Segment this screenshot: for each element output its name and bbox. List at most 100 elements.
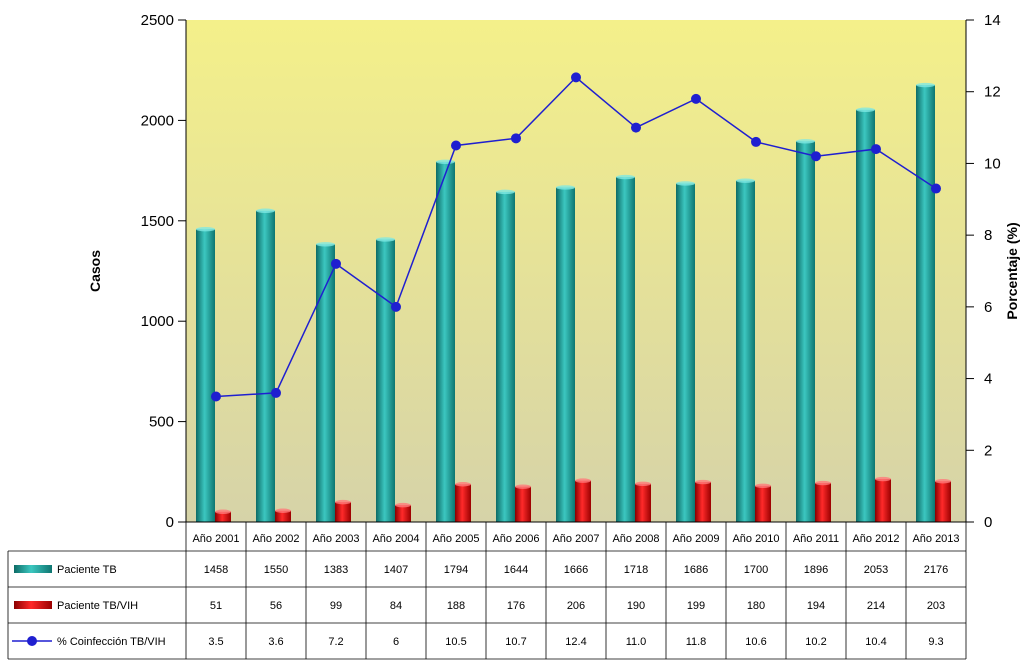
point-coinfeccion-4 (391, 301, 401, 312)
data-label-paciente-tb-vih-2: 56 (270, 600, 282, 612)
legend-swatch-paciente-tb (14, 565, 52, 573)
data-label-paciente-tb-vih-7: 206 (567, 600, 585, 612)
x-category-label-2: Año 2002 (252, 533, 299, 545)
x-category-label-4: Año 2004 (372, 533, 419, 545)
y-tick-label-right-6: 6 (984, 299, 992, 316)
bar-paciente-tb-11 (796, 141, 815, 522)
x-category-label-10: Año 2010 (732, 533, 779, 545)
data-label-paciente-tb-vih-11: 194 (807, 600, 825, 612)
data-label-coinfeccion-4: 6 (393, 636, 399, 648)
point-coinfeccion-3 (331, 258, 341, 269)
bar-paciente-tb-7 (556, 187, 575, 522)
bar-top-paciente-tb-2 (256, 208, 275, 213)
data-label-coinfeccion-11: 10.2 (805, 636, 826, 648)
data-label-coinfeccion-1: 3.5 (208, 636, 223, 648)
data-label-coinfeccion-10: 10.6 (745, 636, 766, 648)
bar-top-paciente-tb-1 (196, 227, 215, 232)
line-layer (211, 72, 941, 402)
x-category-label-6: Año 2006 (492, 533, 539, 545)
x-category-label-1: Año 2001 (192, 533, 239, 545)
data-label-paciente-tb-3: 1383 (324, 564, 348, 576)
data-label-paciente-tb-9: 1686 (684, 564, 708, 576)
data-label-paciente-tb-vih-10: 180 (747, 600, 765, 612)
point-coinfeccion-6 (511, 133, 521, 144)
bar-paciente-tb-9 (676, 183, 695, 522)
data-label-paciente-tb-12: 2053 (864, 564, 888, 576)
y-tick-label-right-12: 12 (984, 84, 1001, 101)
point-coinfeccion-13 (931, 183, 941, 194)
bar-paciente-tb-vih-7 (575, 480, 591, 522)
bar-paciente-tb-2 (256, 210, 275, 522)
bar-paciente-tb-vih-8 (635, 483, 651, 522)
data-label-paciente-tb-vih-13: 203 (927, 600, 945, 612)
data-label-coinfeccion-13: 9.3 (928, 636, 943, 648)
bars-layer (196, 82, 951, 523)
bar-top-paciente-tb-10 (736, 178, 755, 183)
bar-paciente-tb-5 (436, 161, 455, 522)
bar-top-paciente-tb-vih-10 (755, 483, 771, 489)
x-category-label-13: Año 2013 (912, 533, 959, 545)
bar-paciente-tb-vih-2 (275, 510, 291, 522)
data-label-paciente-tb-vih-1: 51 (210, 600, 222, 612)
bar-paciente-tb-10 (736, 180, 755, 522)
x-category-label-12: Año 2012 (852, 533, 899, 545)
y-tick-label-left-2000: 2000 (141, 112, 174, 129)
y-tick-label-left-0: 0 (166, 514, 174, 531)
bar-top-paciente-tb-vih-6 (515, 484, 531, 489)
y-tick-label-left-1500: 1500 (141, 213, 174, 230)
bar-top-paciente-tb-7 (556, 185, 575, 190)
point-coinfeccion-8 (631, 122, 641, 133)
point-coinfeccion-5 (451, 140, 461, 151)
y-axis-title-left: Casos (87, 250, 103, 292)
legend-swatch-paciente-tb-vih (14, 601, 52, 609)
y-tick-label-right-2: 2 (984, 442, 992, 459)
data-label-coinfeccion-5: 10.5 (445, 636, 466, 648)
data-label-coinfeccion-3: 7.2 (328, 636, 343, 648)
bar-paciente-tb-4 (376, 239, 395, 522)
bar-top-paciente-tb-3 (316, 242, 335, 247)
x-category-label-5: Año 2005 (432, 533, 479, 545)
point-coinfeccion-9 (691, 93, 701, 104)
y-axis-title-right: Porcentaje (%) (1004, 222, 1020, 319)
bar-top-paciente-tb-vih-2 (275, 508, 291, 513)
bar-paciente-tb-13 (916, 85, 935, 522)
bar-paciente-tb-vih-12 (875, 479, 891, 522)
axes-layer: 0 500 1000 1500 2000 2500 0 2 4 6 8 10 12 14 (141, 12, 1001, 531)
bar-paciente-tb-vih-13 (935, 481, 951, 522)
legend-label-paciente-tb-vih: Paciente TB/VIH (57, 600, 138, 612)
bar-top-paciente-tb-9 (676, 181, 695, 186)
x-category-label-9: Año 2009 (672, 533, 719, 545)
legend-marker-coinfeccion (27, 636, 37, 646)
data-label-coinfeccion-8: 11.0 (626, 636, 647, 648)
bar-paciente-tb-vih-5 (455, 484, 471, 522)
point-coinfeccion-12 (871, 144, 881, 155)
data-label-coinfeccion-7: 12.4 (565, 636, 586, 648)
y-tick-label-right-14: 14 (984, 12, 1001, 29)
point-coinfeccion-10 (751, 136, 761, 147)
bar-paciente-tb-1 (196, 229, 215, 523)
bar-paciente-tb-vih-10 (755, 485, 771, 522)
bar-top-paciente-tb-11 (796, 139, 815, 144)
bar-paciente-tb-vih-1 (215, 511, 231, 522)
bar-top-paciente-tb-5 (436, 159, 455, 164)
bar-paciente-tb-3 (316, 244, 335, 523)
bar-top-paciente-tb-13 (916, 82, 935, 88)
data-label-paciente-tb-vih-12: 214 (867, 600, 885, 612)
legend-label-coinfeccion: % Coinfección TB/VIH (57, 636, 166, 648)
point-coinfeccion-1 (211, 391, 221, 402)
y-tick-label-right-8: 8 (984, 227, 992, 244)
y-tick-label-left-500: 500 (149, 414, 174, 431)
point-coinfeccion-7 (571, 72, 581, 83)
data-label-paciente-tb-vih-5: 188 (447, 600, 465, 612)
bar-paciente-tb-vih-3 (335, 502, 351, 522)
bar-paciente-tb-vih-9 (695, 482, 711, 522)
bar-top-paciente-tb-4 (376, 237, 395, 242)
data-label-paciente-tb-8: 1718 (624, 564, 648, 576)
y-tick-label-right-10: 10 (984, 155, 1001, 172)
data-label-paciente-tb-vih-4: 84 (390, 600, 402, 612)
data-label-paciente-tb-4: 1407 (384, 564, 408, 576)
data-label-paciente-tb-10: 1700 (744, 564, 768, 576)
bar-paciente-tb-6 (496, 191, 515, 522)
